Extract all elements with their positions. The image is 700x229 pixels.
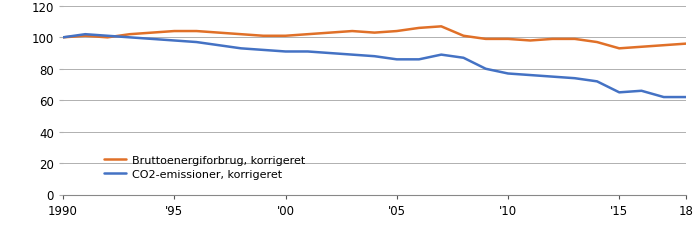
Bruttoenergiforbrug, korrigeret	[348, 30, 356, 33]
CO2-emissioner, korrigeret	[637, 90, 645, 93]
CO2-emissioner, korrigeret	[393, 59, 401, 61]
CO2-emissioner, korrigeret	[170, 40, 178, 43]
Bruttoenergiforbrug, korrigeret	[415, 27, 424, 30]
Bruttoenergiforbrug, korrigeret	[637, 46, 645, 49]
Bruttoenergiforbrug, korrigeret	[193, 30, 201, 33]
CO2-emissioner, korrigeret	[682, 96, 690, 99]
Bruttoenergiforbrug, korrigeret	[593, 41, 601, 44]
CO2-emissioner, korrigeret	[370, 56, 379, 58]
Bruttoenergiforbrug, korrigeret	[259, 35, 267, 38]
CO2-emissioner, korrigeret	[214, 45, 223, 47]
Bruttoenergiforbrug, korrigeret	[214, 32, 223, 35]
Bruttoenergiforbrug, korrigeret	[125, 34, 134, 36]
CO2-emissioner, korrigeret	[148, 38, 156, 41]
Bruttoenergiforbrug, korrigeret	[393, 30, 401, 33]
CO2-emissioner, korrigeret	[125, 37, 134, 40]
Bruttoenergiforbrug, korrigeret	[370, 32, 379, 35]
Bruttoenergiforbrug, korrigeret	[526, 40, 535, 43]
Bruttoenergiforbrug, korrigeret	[682, 43, 690, 46]
Bruttoenergiforbrug, korrigeret	[281, 35, 290, 38]
Bruttoenergiforbrug, korrigeret	[304, 34, 312, 36]
Bruttoenergiforbrug, korrigeret	[570, 38, 579, 41]
Bruttoenergiforbrug, korrigeret	[459, 35, 468, 38]
Line: CO2-emissioner, korrigeret: CO2-emissioner, korrigeret	[63, 35, 686, 98]
CO2-emissioner, korrigeret	[281, 51, 290, 54]
Bruttoenergiforbrug, korrigeret	[148, 32, 156, 35]
CO2-emissioner, korrigeret	[81, 34, 90, 36]
CO2-emissioner, korrigeret	[526, 74, 535, 77]
CO2-emissioner, korrigeret	[504, 73, 512, 76]
Bruttoenergiforbrug, korrigeret	[482, 38, 490, 41]
Bruttoenergiforbrug, korrigeret	[548, 38, 556, 41]
CO2-emissioner, korrigeret	[482, 68, 490, 71]
CO2-emissioner, korrigeret	[437, 54, 445, 57]
Bruttoenergiforbrug, korrigeret	[326, 32, 334, 35]
Bruttoenergiforbrug, korrigeret	[104, 37, 112, 40]
CO2-emissioner, korrigeret	[193, 41, 201, 44]
Bruttoenergiforbrug, korrigeret	[237, 34, 245, 36]
CO2-emissioner, korrigeret	[459, 57, 468, 60]
CO2-emissioner, korrigeret	[415, 59, 424, 61]
CO2-emissioner, korrigeret	[59, 37, 67, 40]
CO2-emissioner, korrigeret	[593, 81, 601, 83]
Bruttoenergiforbrug, korrigeret	[437, 26, 445, 29]
Legend: Bruttoenergiforbrug, korrigeret, CO2-emissioner, korrigeret: Bruttoenergiforbrug, korrigeret, CO2-emi…	[99, 151, 309, 183]
CO2-emissioner, korrigeret	[326, 52, 334, 55]
CO2-emissioner, korrigeret	[104, 35, 112, 38]
CO2-emissioner, korrigeret	[570, 77, 579, 80]
Bruttoenergiforbrug, korrigeret	[170, 30, 178, 33]
CO2-emissioner, korrigeret	[348, 54, 356, 57]
CO2-emissioner, korrigeret	[304, 51, 312, 54]
Bruttoenergiforbrug, korrigeret	[81, 35, 90, 38]
CO2-emissioner, korrigeret	[615, 92, 624, 94]
Bruttoenergiforbrug, korrigeret	[615, 48, 624, 51]
CO2-emissioner, korrigeret	[259, 49, 267, 52]
Bruttoenergiforbrug, korrigeret	[59, 37, 67, 40]
Bruttoenergiforbrug, korrigeret	[504, 38, 512, 41]
CO2-emissioner, korrigeret	[548, 76, 556, 79]
CO2-emissioner, korrigeret	[237, 48, 245, 51]
Bruttoenergiforbrug, korrigeret	[659, 45, 668, 47]
Line: Bruttoenergiforbrug, korrigeret: Bruttoenergiforbrug, korrigeret	[63, 27, 686, 49]
CO2-emissioner, korrigeret	[659, 96, 668, 99]
